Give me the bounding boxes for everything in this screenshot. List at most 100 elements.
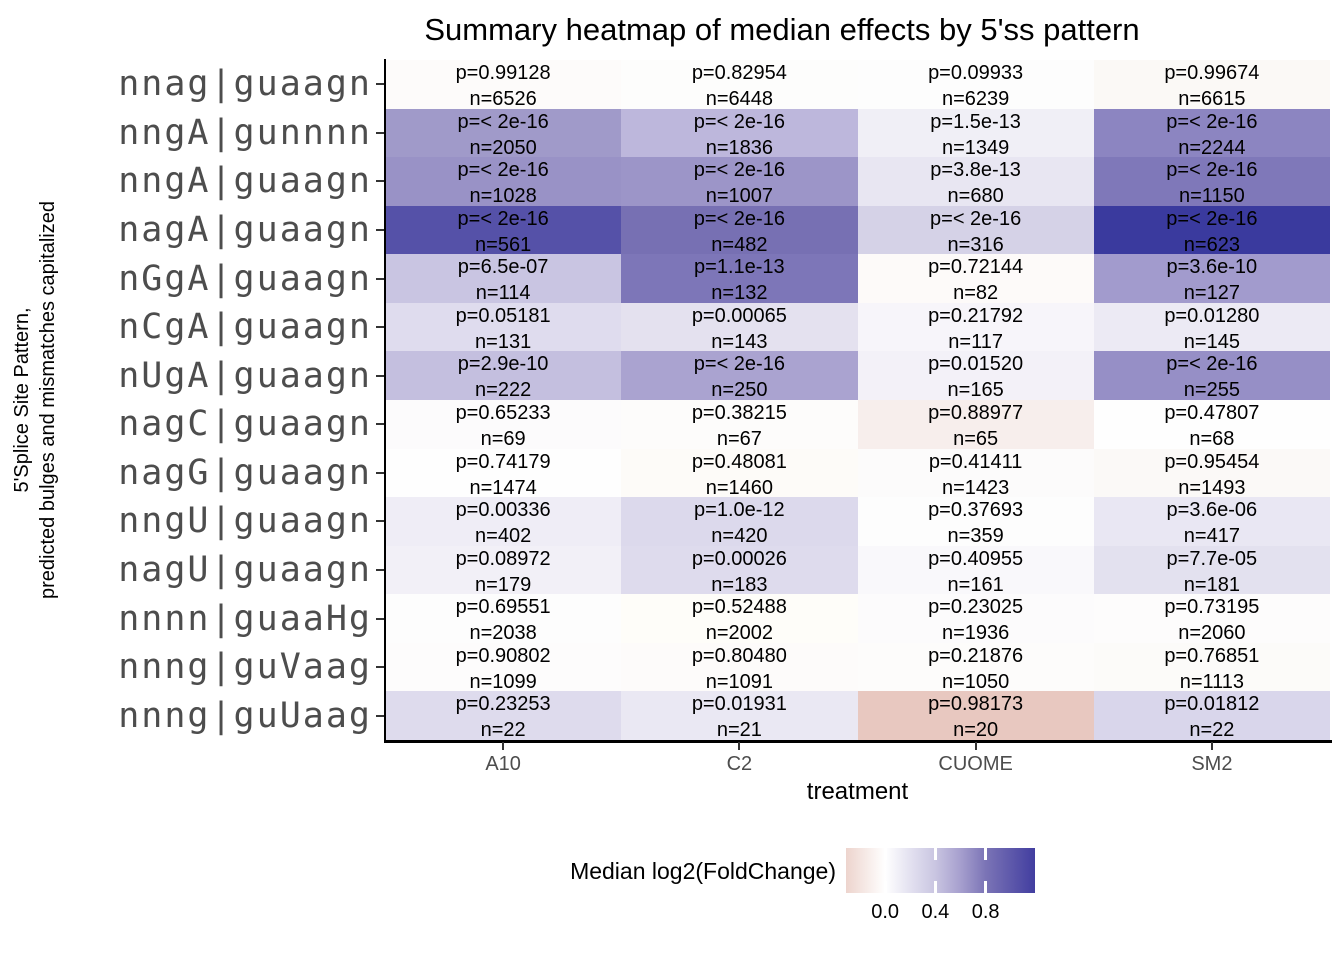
p-value-text: p=0.38215: [691, 402, 787, 424]
heatmap-cell: p=< 2e-16 n=255: [1093, 351, 1330, 401]
y-axis-label: nagG|guaagn: [118, 452, 372, 493]
legend-tick-mark: [933, 881, 937, 893]
y-axis-label: nUgA|guaagn: [118, 355, 372, 396]
heatmap-cell: p=< 2e-16 n=561: [385, 205, 622, 256]
p-value-text: p=0.88977: [928, 402, 1024, 424]
p-value-text: p=< 2e-16: [693, 110, 785, 133]
p-value-text: p=0.08972: [455, 547, 551, 570]
y-axis-label: nagC|guaagn: [118, 404, 372, 445]
legend-tick-label: 0.8: [971, 901, 1000, 923]
n-count-text: n=67: [716, 428, 762, 450]
y-tick: [376, 471, 385, 474]
heatmap-cell: p=7.7e-05 n=181: [1093, 545, 1330, 595]
y-axis-label: nnng|guVaag: [118, 647, 372, 688]
p-value-text: p=< 2e-16: [1166, 159, 1258, 182]
y-tick: [376, 374, 385, 377]
n-count-text: n=1474: [469, 476, 537, 499]
legend-title: Median log2(FoldChange): [570, 858, 836, 884]
x-axis-label: CUOME: [938, 753, 1013, 775]
x-tick: [1210, 742, 1213, 750]
heatmap-cell: p=0.82954 n=6448: [621, 60, 858, 110]
p-value-text: p=0.21792: [928, 304, 1024, 327]
p-value-text: p=0.90802: [455, 644, 551, 667]
heatmap-cell: p=< 2e-16 n=2244: [1093, 108, 1330, 159]
p-value-text: p=0.48081: [691, 450, 787, 473]
p-value-text: p=6.5e-07: [457, 256, 549, 279]
n-count-text: n=1007: [705, 185, 774, 208]
legend-tick-mark: [984, 848, 988, 860]
y-axis-label: nnnn|guaaHg: [118, 598, 372, 639]
p-value-text: p=0.69551: [455, 596, 551, 619]
n-count-text: n=2244: [1178, 136, 1246, 159]
y-tick: [376, 714, 385, 717]
n-count-text: n=250: [711, 379, 768, 402]
heatmap-cell: p=0.47807 n=68: [1093, 400, 1330, 450]
p-value-text: p=0.23253: [455, 693, 551, 716]
n-count-text: n=6615: [1178, 88, 1246, 110]
heatmap-cell: p=0.98173 n=20: [857, 691, 1094, 742]
p-value-text: p=0.95454: [1164, 450, 1260, 473]
n-count-text: n=22: [480, 719, 526, 742]
n-count-text: n=623: [1183, 233, 1240, 256]
p-value-text: p=0.72144: [928, 256, 1024, 279]
p-value-text: p=< 2e-16: [1166, 207, 1258, 230]
x-axis-line: [384, 740, 1332, 743]
heatmap-cell: p=0.23025 n=1936: [857, 594, 1094, 644]
heatmap-cell: p=< 2e-16 n=1836: [621, 108, 858, 159]
p-value-text: p=< 2e-16: [457, 207, 549, 230]
p-value-text: p=3.6e-10: [1166, 256, 1258, 279]
p-value-text: p=0.99674: [1164, 62, 1260, 84]
x-axis-label: C2: [726, 753, 753, 775]
heatmap-cell: p=0.73195 n=2060: [1093, 594, 1330, 644]
heatmap-cell: p=0.00065 n=143: [621, 302, 858, 352]
p-value-text: p=2.9e-10: [457, 353, 549, 376]
p-value-text: p=0.99128: [455, 62, 551, 84]
p-value-text: p=1.0e-12: [694, 499, 785, 522]
y-axis-label: nngA|gunnnn: [118, 112, 372, 153]
heatmap-cell: p=3.8e-13 n=680: [857, 157, 1094, 207]
heatmap-cell: p=0.88977 n=65: [857, 400, 1094, 450]
heatmap-cell: p=0.99128 n=6526: [385, 60, 622, 110]
chart-title: Summary heatmap of median effects by 5's…: [424, 12, 1140, 47]
heatmap-cell: p=2.9e-10 n=222: [385, 351, 622, 402]
legend-colorbar: [846, 848, 1035, 893]
n-count-text: n=1050: [941, 670, 1010, 693]
n-count-text: n=6448: [705, 88, 774, 110]
p-value-text: p=0.01931: [691, 693, 787, 716]
y-tick: [376, 83, 385, 86]
n-count-text: n=20: [953, 719, 999, 742]
n-count-text: n=132: [711, 282, 768, 305]
n-count-text: n=117: [948, 330, 1003, 353]
p-value-text: p=3.6e-06: [1166, 499, 1258, 522]
p-value-text: p=0.80480: [691, 644, 787, 667]
p-value-text: p=0.82954: [691, 62, 787, 84]
p-value-text: p=0.01520: [928, 353, 1024, 376]
heatmap-cell: p=0.72144 n=82: [857, 254, 1094, 305]
y-axis-label: nGgA|guaagn: [118, 258, 372, 299]
heatmap-cell: p=< 2e-16 n=2050: [385, 108, 622, 158]
heatmap-cell: p=0.00336 n=402: [385, 497, 622, 548]
n-count-text: n=145: [1183, 330, 1240, 353]
p-value-text: p=< 2e-16: [457, 159, 549, 182]
n-count-text: n=161: [947, 573, 1004, 596]
n-count-text: n=222: [475, 379, 532, 402]
heatmap-cell: p=1.1e-13 n=132: [621, 254, 858, 305]
n-count-text: n=561: [475, 233, 532, 256]
p-value-text: p=1.1e-13: [694, 256, 785, 279]
p-value-text: p=0.00026: [691, 547, 787, 570]
y-tick: [376, 326, 385, 329]
n-count-text: n=82: [953, 282, 999, 305]
n-count-text: n=1460: [705, 476, 774, 499]
heatmap-cell: p=0.21876 n=1050: [857, 642, 1094, 693]
n-count-text: n=1836: [705, 136, 774, 159]
heatmap-cell: p=0.08972 n=179: [385, 545, 622, 595]
legend-tick-mark: [984, 881, 988, 893]
n-count-text: n=1423: [941, 476, 1010, 499]
n-count-text: n=402: [475, 525, 532, 548]
y-tick: [376, 666, 385, 669]
n-count-text: n=6239: [941, 88, 1010, 110]
n-count-text: n=1150: [1178, 185, 1245, 208]
y-tick: [376, 520, 385, 523]
heatmap-cell: p=0.69551 n=2038: [385, 594, 622, 644]
p-value-text: p=0.76851: [1164, 644, 1260, 667]
